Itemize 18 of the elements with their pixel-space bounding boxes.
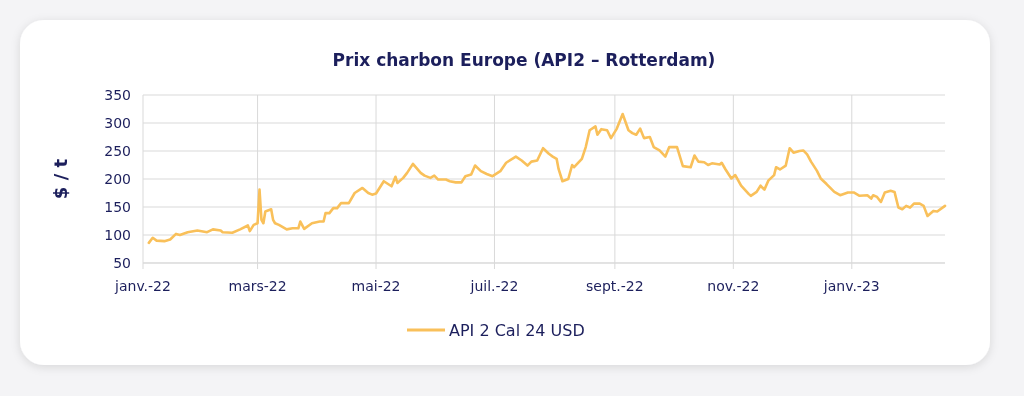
- legend-label: API 2 Cal 24 USD: [449, 320, 585, 340]
- x-tick-label: sept.-22: [586, 278, 644, 294]
- y-tick-label: 100: [104, 226, 131, 243]
- y-tick-label: 300: [104, 114, 131, 131]
- y-tick-label: 350: [104, 86, 131, 103]
- chart-title: Prix charbon Europe (API2 – Rotterdam): [332, 50, 716, 70]
- y-tick-label: 200: [104, 170, 131, 187]
- y-axis-title: $ / t: [50, 158, 71, 200]
- x-tick-label: nov.-22: [707, 278, 760, 294]
- x-tick-label: mai-22: [351, 278, 401, 294]
- y-tick-label: 50: [113, 254, 131, 271]
- x-tick-label: mars-22: [228, 278, 287, 294]
- y-tick-label: 250: [104, 142, 131, 159]
- y-tick-label: 150: [104, 198, 131, 215]
- x-tick-label: janv.-22: [114, 278, 171, 294]
- x-tick-label: janv.-23: [822, 278, 880, 294]
- line-series: [147, 112, 947, 245]
- x-tick-label: juil.-22: [469, 278, 519, 294]
